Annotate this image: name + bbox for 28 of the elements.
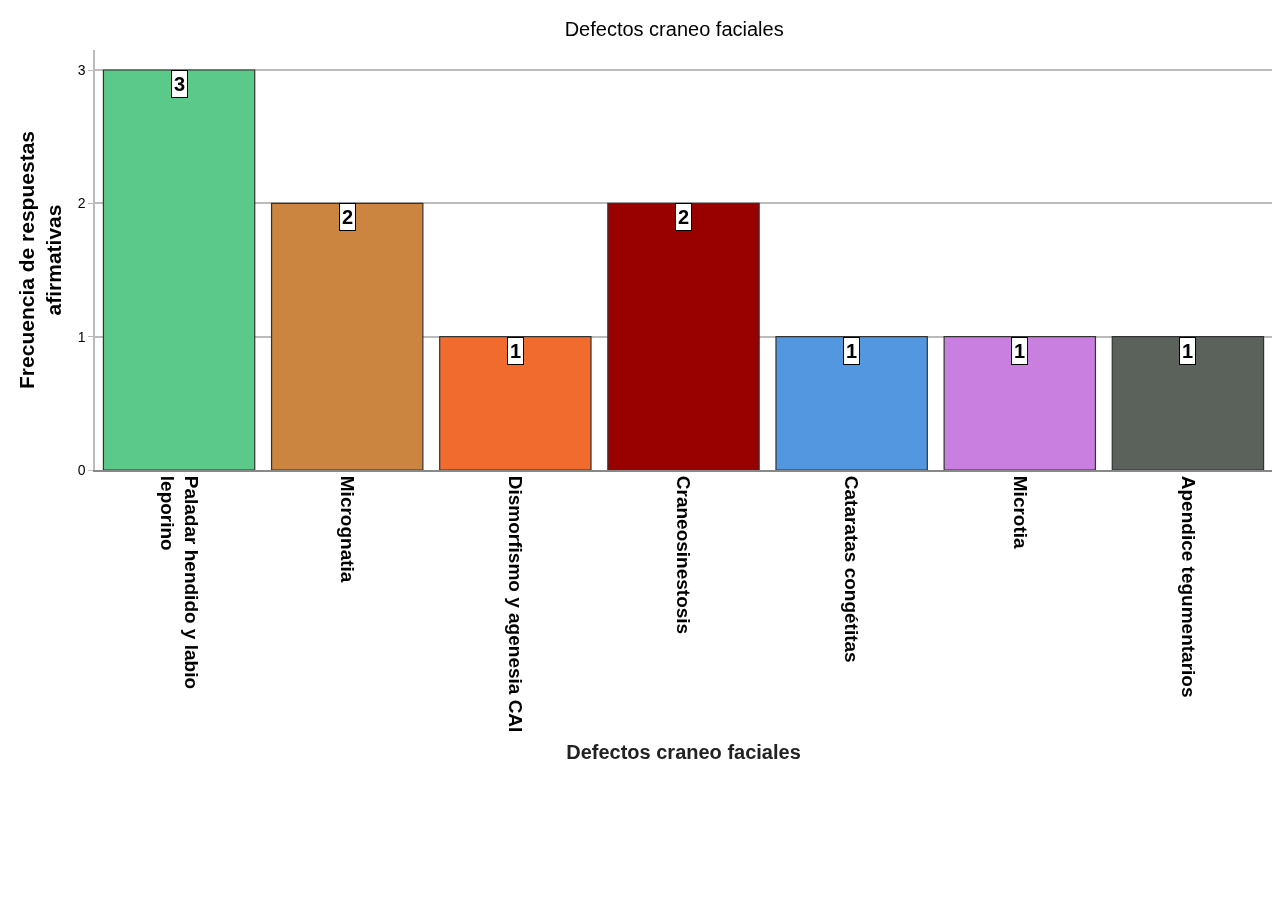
y-axis-title: Frecuencia de respuestas afirmativas <box>15 131 66 389</box>
x-tick-label: Craneosinestosis <box>673 475 695 635</box>
x-tick-label: Paladar hendido y labio leporino <box>156 475 203 690</box>
y-tick-label: 2 <box>77 195 86 212</box>
bar <box>102 69 256 470</box>
x-tick-label: Apendice tegumentarios <box>1177 475 1199 698</box>
data-label: 1 <box>1014 340 1026 362</box>
chart-title: Defectos craneo faciales <box>564 18 784 41</box>
x-axis-title: Defectos craneo faciales <box>566 741 801 764</box>
data-label: 3 <box>174 73 186 95</box>
data-label: 1 <box>1182 340 1194 362</box>
data-label: 1 <box>510 340 522 362</box>
bar <box>1111 336 1265 470</box>
x-tick-label: Micrognatia <box>337 475 359 583</box>
bar <box>943 336 1097 470</box>
bar <box>270 202 424 470</box>
data-label: 2 <box>342 206 354 228</box>
bar <box>439 336 592 470</box>
y-tick-label: 0 <box>77 461 86 478</box>
data-label: 1 <box>846 340 858 362</box>
bar <box>607 202 760 470</box>
x-tick-label: Microtia <box>1009 475 1031 550</box>
y-tick-label: 1 <box>77 328 86 345</box>
bar <box>775 336 928 470</box>
x-tick-label: Dismorfismo y agenesia CAI <box>505 475 527 733</box>
x-tick-label: Cataratas congétitas <box>841 475 863 663</box>
y-tick-label: 3 <box>77 61 86 78</box>
data-label: 2 <box>678 206 690 228</box>
